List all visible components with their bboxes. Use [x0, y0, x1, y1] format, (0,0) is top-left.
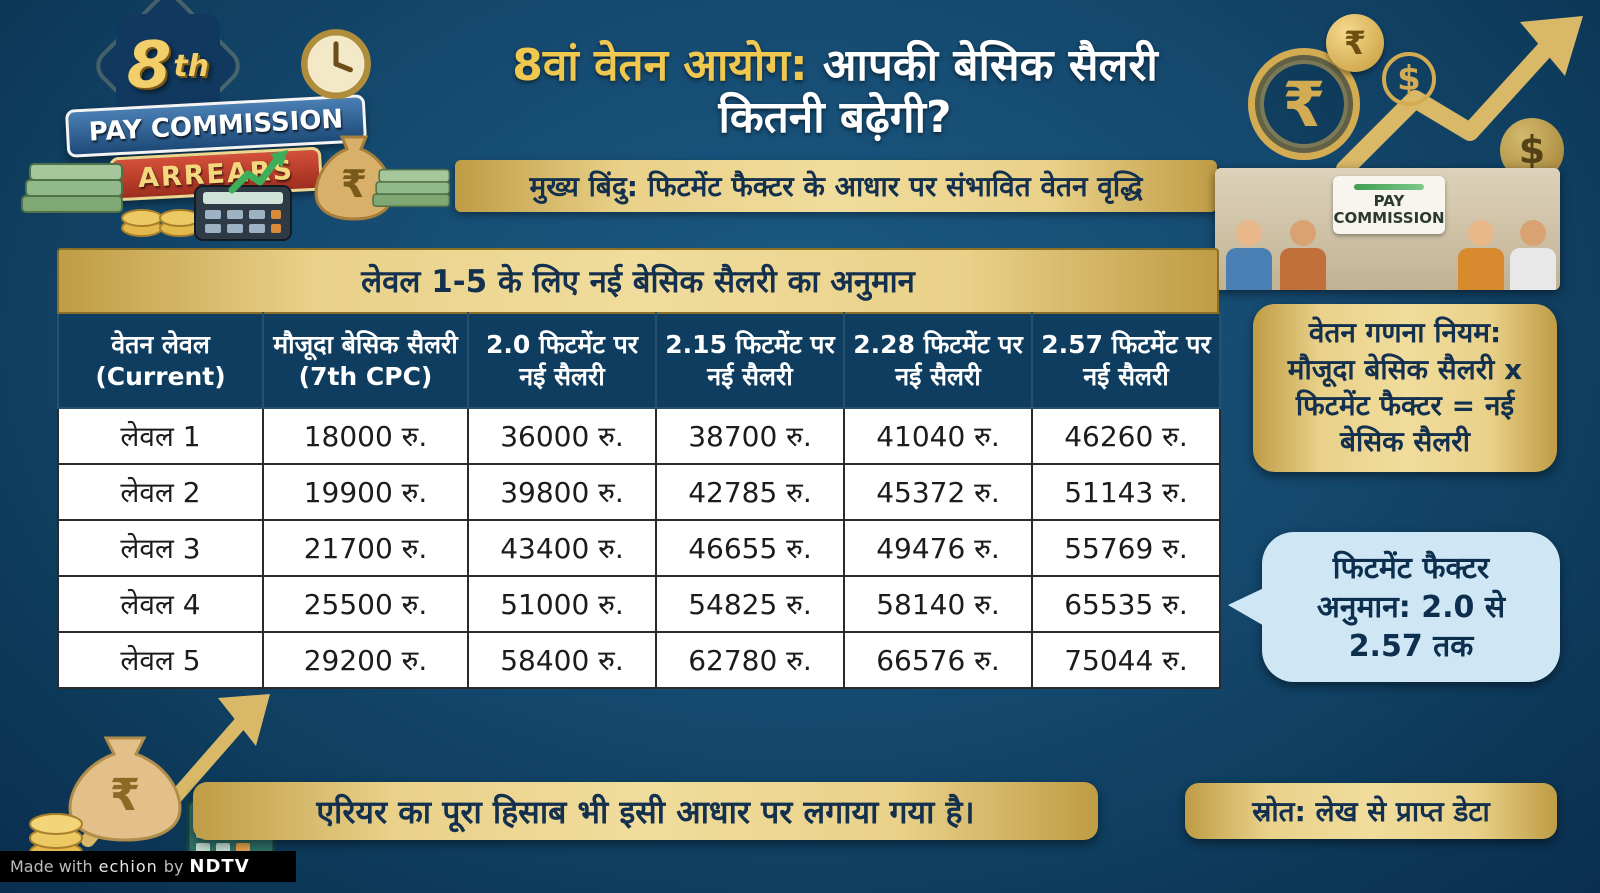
table-cell: 21700 रु. [262, 519, 469, 577]
logo-number: 8 [126, 29, 172, 103]
ndtv-logo: NDTV [189, 856, 250, 877]
table-cell: 58400 रु. [467, 631, 657, 689]
svg-text:₹: ₹ [110, 770, 141, 821]
credit-made-with: Made with [10, 857, 93, 876]
people-illustration: PAY COMMISSION [1215, 168, 1560, 290]
table-row: लेवल 3 21700 रु. 43400 रु. 46655 रु. 494… [57, 519, 1221, 577]
calculator-icon [194, 185, 292, 241]
title-rest: आपकी बेसिक सैलरी [807, 40, 1158, 91]
title-highlight: 8वां वेतन आयोग: [512, 40, 808, 91]
table-cell: 25500 रु. [262, 575, 469, 633]
money-bag-rupee: ₹ [341, 162, 367, 206]
table-row: लेवल 2 19900 रु. 39800 रु. 42785 रु. 453… [57, 463, 1221, 521]
cash-stack-right-icon [372, 168, 451, 208]
table-row: लेवल 1 18000 रु. 36000 रु. 38700 रु. 410… [57, 407, 1221, 465]
table-cell: 66576 रु. [843, 631, 1033, 689]
bubble-text: फिटमेंट फैक्टर अनुमान: 2.0 से 2.57 तक [1316, 550, 1506, 664]
coins-icon [121, 209, 201, 237]
credit-tool-name: echion [98, 857, 158, 876]
fitment-estimate-bubble: फिटमेंट फैक्टर अनुमान: 2.0 से 2.57 तक [1228, 532, 1560, 682]
person-figure [1455, 220, 1507, 290]
pay-commission-sign: PAY COMMISSION [1333, 176, 1445, 234]
arrears-note-banner: एरियर का पूरा हिसाब भी इसी आधार पर लगाया… [193, 782, 1098, 840]
salary-table-section: लेवल 1-5 के लिए नई बेसिक सैलरी का अनुमान… [57, 248, 1221, 689]
table-cell: 36000 रु. [467, 407, 657, 465]
table-cell: 55769 रु. [1031, 519, 1221, 577]
table-cell: 51000 रु. [467, 575, 657, 633]
title-line2: कितनी बढ़ेगी? [718, 91, 952, 143]
logo-starburst-layer [116, 14, 220, 118]
column-header: 2.0 फिटमेंट पर नई सैलरी [467, 312, 657, 409]
table-cell: 45372 रु. [843, 463, 1033, 521]
dollar-icon: $ [1382, 52, 1436, 106]
person-figure [1507, 220, 1559, 290]
person-figure [1277, 220, 1329, 290]
table-cell: 43400 रु. [467, 519, 657, 577]
table-header-row: वेतन लेवल (Current) मौजूदा बेसिक सैलरी (… [57, 312, 1221, 409]
table-cell: 19900 रु. [262, 463, 469, 521]
table-cell: 42785 रु. [655, 463, 845, 521]
person-figure [1223, 220, 1275, 290]
table-row: लेवल 4 25500 रु. 51000 रु. 54825 रु. 581… [57, 575, 1221, 633]
big-growth-arrow-icon [1336, 16, 1583, 178]
money-bag-arrow-icon: ₹ [29, 694, 276, 864]
table-cell: 29200 रु. [262, 631, 469, 689]
salary-formula-note: वेतन गणना नियम: मौजूदा बेसिक सैलरी x फिट… [1253, 304, 1557, 472]
table-cell: 38700 रु. [655, 407, 845, 465]
rupee-glyph-small: ₹ [1343, 24, 1367, 62]
table-cell: 18000 रु. [262, 407, 469, 465]
bottom-left-decoration: ₹ [18, 680, 288, 870]
table-cell: 39800 रु. [467, 463, 657, 521]
credit-strip: Made with echion by NDTV [0, 851, 296, 882]
rupee-glyph: ₹ [1282, 67, 1326, 141]
column-header: 2.28 फिटमेंट पर नई सैलरी [843, 312, 1033, 409]
table-cell: 54825 रु. [655, 575, 845, 633]
dollar-glyph: $ [1397, 59, 1421, 99]
clock-icon [301, 29, 371, 99]
table-cell: लेवल 1 [57, 407, 264, 465]
table-cell: 49476 रु. [843, 519, 1033, 577]
table-cell: लेवल 2 [57, 463, 264, 521]
credit-by: by [163, 857, 184, 876]
column-header: 2.15 फिटमेंट पर नई सैलरी [655, 312, 845, 409]
table-cell: 75044 रु. [1031, 631, 1221, 689]
cash-stack-icon [21, 163, 123, 213]
table-cell: 41040 रु. [843, 407, 1033, 465]
rupee-coin-small-icon: ₹ [1326, 14, 1384, 72]
table-cell: लेवल 5 [57, 631, 264, 689]
page-title: 8वां वेतन आयोग: आपकी बेसिक सैलरी कितनी ब… [440, 40, 1230, 144]
source-note: स्रोत: लेख से प्राप्त डेटा [1185, 783, 1557, 839]
growth-arrow-icon [228, 150, 288, 194]
logo-suffix: th [173, 48, 210, 84]
table-cell: लेवल 3 [57, 519, 264, 577]
table-cell: 65535 रु. [1031, 575, 1221, 633]
leaf-decoration [1354, 184, 1424, 190]
table-cell: 46260 रु. [1031, 407, 1221, 465]
pay-sign-label: PAY COMMISSION [1333, 192, 1445, 227]
table-cell: लेवल 4 [57, 575, 264, 633]
table-cell: 46655 रु. [655, 519, 845, 577]
table-cell: 62780 रु. [655, 631, 845, 689]
column-header: वेतन लेवल (Current) [57, 312, 264, 409]
dollar-glyph-2: $ [1518, 128, 1546, 172]
table-cell: 51143 रु. [1031, 463, 1221, 521]
subtitle-banner: मुख्य बिंदु: फिटमेंट फैक्टर के आधार पर स… [455, 160, 1217, 212]
bubble-tail [1228, 587, 1266, 627]
column-header: 2.57 फिटमेंट पर नई सैलरी [1031, 312, 1221, 409]
salary-table: वेतन लेवल (Current) मौजूदा बेसिक सैलरी (… [57, 312, 1221, 689]
column-header: मौजूदा बेसिक सैलरी (7th CPC) [262, 312, 469, 409]
table-title: लेवल 1-5 के लिए नई बेसिक सैलरी का अनुमान [57, 248, 1219, 312]
table-cell: 58140 रु. [843, 575, 1033, 633]
table-row: लेवल 5 29200 रु. 58400 रु. 62780 रु. 665… [57, 631, 1221, 689]
